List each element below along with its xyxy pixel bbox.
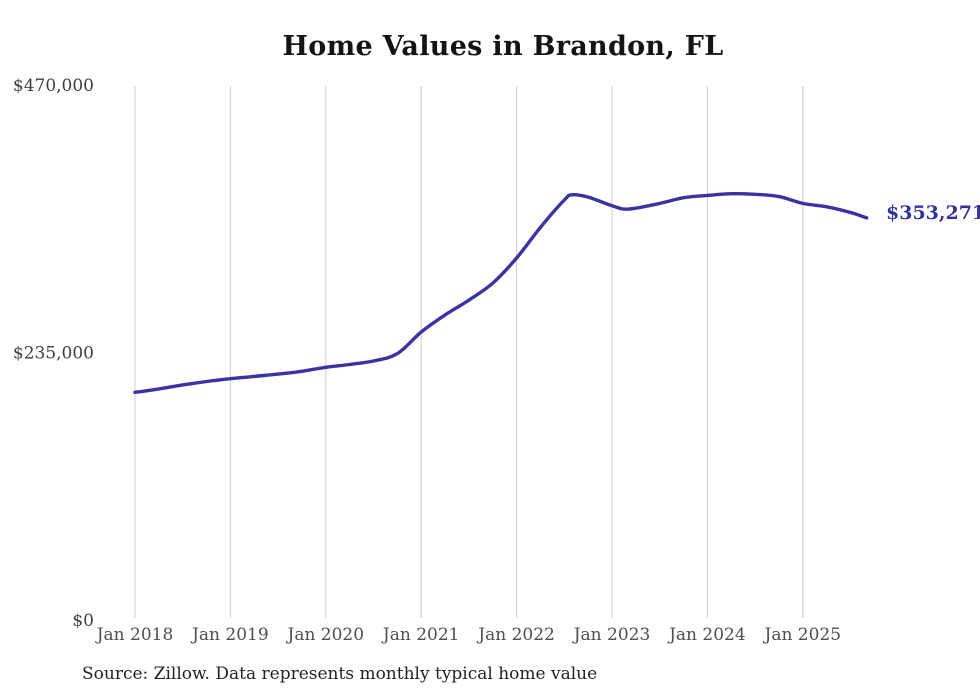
- chart-title: Home Values in Brandon, FL: [282, 31, 724, 62]
- x-tick-label: Jan 2023: [572, 625, 651, 645]
- y-tick-label: $0: [72, 611, 94, 631]
- x-tick-label: Jan 2019: [190, 625, 269, 645]
- y-tick-label: $470,000: [13, 76, 94, 96]
- x-tick-label: Jan 2025: [763, 625, 842, 645]
- x-tick-label: Jan 2024: [667, 625, 746, 645]
- x-tick-label: Jan 2018: [95, 625, 174, 645]
- y-tick-label: $235,000: [13, 344, 94, 364]
- x-tick-label: Jan 2020: [286, 625, 365, 645]
- latest-value-label: $353,271: [886, 202, 980, 224]
- x-tick-label: Jan 2021: [381, 625, 460, 645]
- source-note: Source: Zillow. Data represents monthly …: [82, 664, 598, 684]
- home-value-line: [133, 191, 869, 394]
- x-tick-label: Jan 2022: [476, 625, 555, 645]
